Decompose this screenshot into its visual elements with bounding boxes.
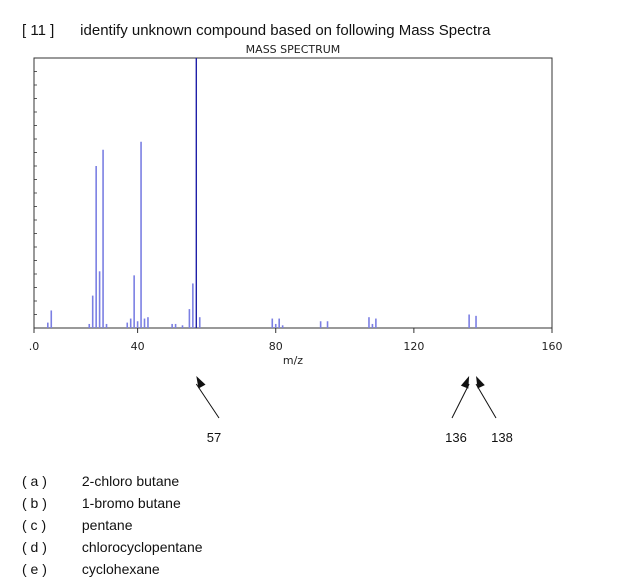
option-d-label: ( d ) [22, 539, 47, 555]
x-axis-ticks: .0 40 80 120 160 [29, 328, 563, 353]
option-b-label: ( b ) [22, 495, 47, 511]
option-e[interactable]: ( e ) cyclohexane [22, 558, 203, 580]
question-header: [ 11 ] identify unknown compound based o… [22, 22, 490, 39]
option-b[interactable]: ( b ) 1-bromo butane [22, 492, 203, 514]
annotation-label: 138 [491, 430, 513, 445]
peak-annotations: 57 136 138 [195, 376, 513, 445]
annotation-label: 57 [207, 430, 221, 445]
x-tick-label: 120 [403, 340, 424, 353]
option-a-label: ( a ) [22, 473, 47, 489]
option-c-text: pentane [81, 517, 133, 533]
chart-title: MASS SPECTRUM [246, 43, 341, 56]
option-a[interactable]: ( a ) 2-chloro butane [22, 470, 203, 492]
option-d[interactable]: ( d ) chlorocyclopentane [22, 536, 203, 558]
question-number: [ 11 ] [22, 22, 55, 39]
plot-frame [33, 57, 553, 329]
answer-options: ( a ) 2-chloro butane ( b ) 1-bromo buta… [22, 470, 203, 580]
annotation-arrowhead [476, 376, 485, 389]
y-axis-ticks [34, 57, 37, 329]
option-c-label: ( c ) [22, 517, 47, 533]
question-text: identify unknown compound based on follo… [80, 22, 491, 39]
peak-bars [47, 58, 477, 328]
annotation-arrowhead [460, 376, 470, 389]
x-tick-label: .0 [29, 340, 40, 353]
annotation-label: 136 [445, 430, 467, 445]
x-tick-label: 160 [542, 340, 563, 353]
option-d-text: chlorocyclopentane [81, 539, 203, 555]
x-tick-label: 40 [131, 340, 145, 353]
option-e-text: cyclohexane [81, 561, 160, 577]
x-tick-label: 80 [269, 340, 283, 353]
option-e-label: ( e ) [22, 561, 47, 577]
option-c[interactable]: ( c ) pentane [22, 514, 203, 536]
option-a-text: 2-chloro butane [81, 473, 180, 489]
annotation-arrow [195, 383, 220, 419]
annotation-arrow [451, 383, 470, 419]
mass-spectrum-chart: MASS SPECTRUM .0 40 80 120 160 m/z 57 136 138 [29, 43, 563, 445]
option-b-text: 1-bromo butane [81, 495, 181, 511]
annotation-arrowhead [196, 376, 206, 389]
x-axis-label: m/z [283, 354, 303, 367]
annotation-arrow [475, 383, 497, 419]
